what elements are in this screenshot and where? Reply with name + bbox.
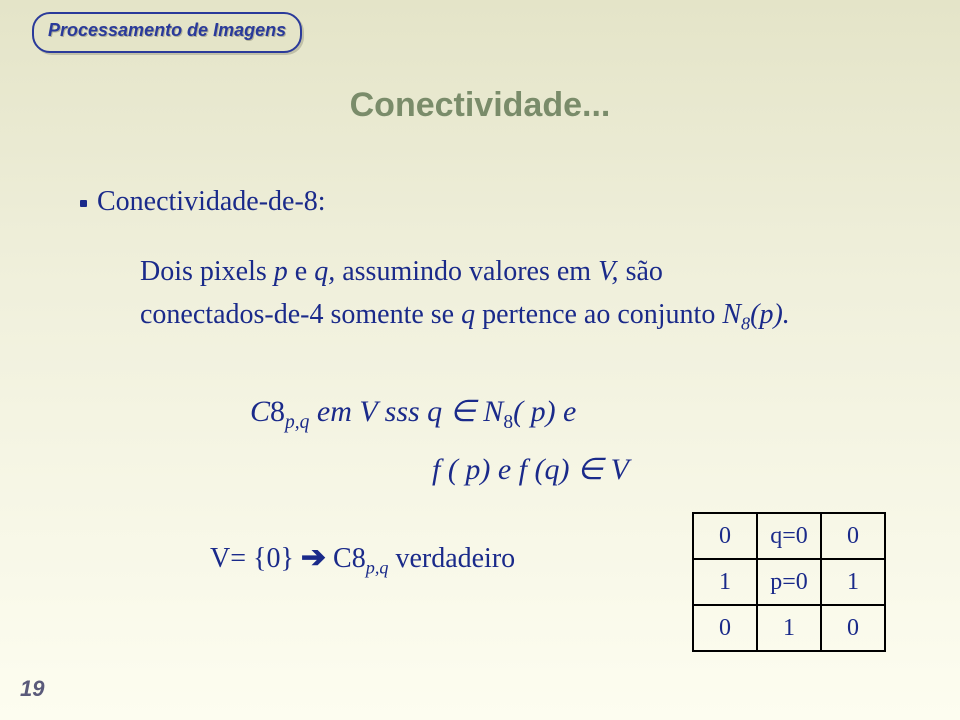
body-N: N <box>722 299 741 330</box>
table-row: 1 p=0 1 <box>693 559 885 605</box>
grid-cell: 0 <box>821 513 885 559</box>
body-span: e <box>288 256 314 287</box>
grid-cell: 0 <box>693 513 757 559</box>
bullet-dot-icon <box>80 200 87 207</box>
v-assignment-line: V= {0} ➔ C8p,q verdadeiro <box>210 540 515 579</box>
body-span: assumindo valores em <box>335 256 598 287</box>
body-span: conectados-de-4 somente se <box>140 299 461 330</box>
arrow-icon: ➔ <box>301 541 326 574</box>
grid-cell: 0 <box>821 605 885 651</box>
f-8: 8 <box>270 395 285 428</box>
body-sub8: 8 <box>741 314 750 334</box>
formula-line2: f ( p) e f (q) ∈ V <box>432 446 629 494</box>
v-lhs: V= {0} <box>210 543 301 574</box>
body-p: p <box>274 256 288 287</box>
body-q2: q <box>461 299 475 330</box>
f-8b: 8 <box>503 412 513 433</box>
formula-line1: C8p,q em V sss q ∈ N8( p) e <box>250 388 629 438</box>
body-span: Dois pixels <box>140 256 274 287</box>
body-span: são <box>619 256 663 287</box>
slide: Processamento de Imagens Conectividade..… <box>0 0 960 720</box>
bullet-row: Conectividade-de-8: <box>80 186 326 218</box>
grid-cell: 1 <box>757 605 821 651</box>
f-mid: em V sss q ∈ N <box>309 395 503 428</box>
body-span: pertence ao conjunto <box>475 299 722 330</box>
slide-title: Conectividade... <box>0 86 960 125</box>
f-end: ( p) e <box>513 395 576 428</box>
grid-cell: 0 <box>693 605 757 651</box>
table-row: 0 q=0 0 <box>693 513 885 559</box>
body-paren: (p). <box>750 299 790 330</box>
v-rhs-a: C8 <box>326 543 366 574</box>
header-badge: Processamento de Imagens <box>32 12 302 53</box>
body-q: q, <box>314 256 335 287</box>
header-badge-text: Processamento de Imagens <box>48 20 286 40</box>
f-pq: p,q <box>285 412 309 433</box>
pixel-grid: 0 q=0 0 1 p=0 1 0 1 0 <box>692 512 886 652</box>
formula-block: C8p,q em V sss q ∈ N8( p) e f ( p) e f (… <box>250 388 629 494</box>
body-V: V, <box>598 256 619 287</box>
page-number: 19 <box>20 676 44 702</box>
v-rhs-sub: p,q <box>366 558 389 578</box>
v-rhs-b: verdadeiro <box>388 543 515 574</box>
table-row: 0 1 0 <box>693 605 885 651</box>
bullet-text: Conectividade-de-8: <box>97 186 326 218</box>
body-paragraph: Dois pixels p e q, assumindo valores em … <box>140 250 870 338</box>
grid-cell: 1 <box>821 559 885 605</box>
grid-cell: 1 <box>693 559 757 605</box>
grid-cell-p: p=0 <box>757 559 821 605</box>
grid-cell-q: q=0 <box>757 513 821 559</box>
f-C: C <box>250 395 270 428</box>
